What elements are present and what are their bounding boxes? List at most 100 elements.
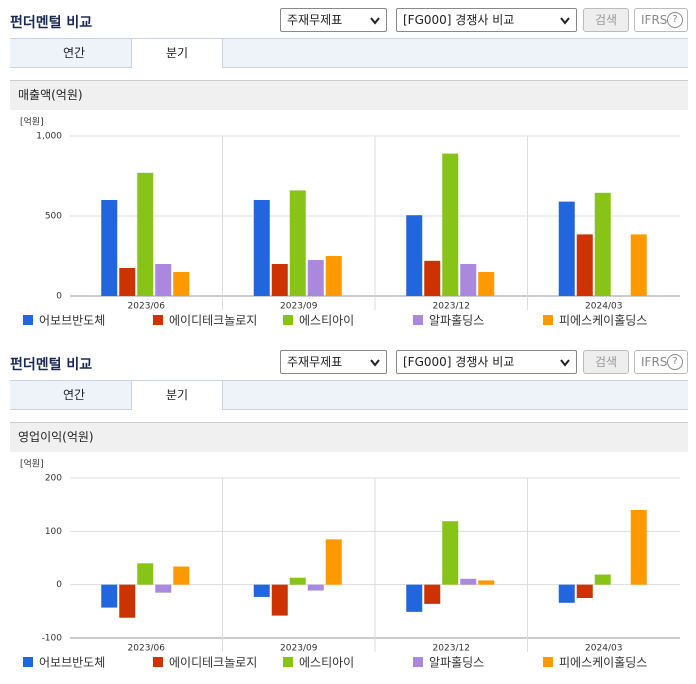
- legend-swatch: [23, 657, 33, 667]
- dropdown[interactable]: [FG000] 경쟁사 비교: [396, 350, 577, 374]
- bar: [253, 200, 270, 296]
- legend-label: 에스티아이: [299, 314, 354, 328]
- bar: [173, 272, 190, 296]
- x-tick-label: 2023/09: [280, 302, 318, 312]
- x-tick-label: 2023/12: [433, 302, 470, 312]
- ifrs-button[interactable]: IFRS?: [634, 350, 688, 374]
- bar: [442, 521, 459, 585]
- bar: [155, 264, 172, 296]
- dropdown-arrow: [370, 359, 380, 367]
- legend-label: 에스티아이: [299, 656, 354, 670]
- bar: [442, 153, 459, 296]
- bar: [289, 190, 306, 296]
- legend-label: 어보브반도체: [39, 314, 105, 328]
- dropdown[interactable]: [FG000] 경쟁사 비교: [396, 8, 577, 32]
- chart: [억원] 0 500 1,000 2023/06 2023/09 2023/12 2024/0…: [20, 116, 680, 328]
- dropdown-arrow: [560, 359, 570, 367]
- help-icon: ?: [667, 12, 683, 28]
- bar: [325, 256, 342, 296]
- bar: [307, 260, 324, 296]
- panel: 펀더멘털 비교 주재무제표 [FG000] 경쟁사 비교 검색 IFRS? 연간 분기 영업이…: [0, 342, 696, 684]
- legend-swatch: [153, 315, 163, 325]
- chevron: [560, 359, 570, 367]
- panel-title: 펀더멘털 비교: [10, 15, 93, 31]
- chevron: [370, 17, 380, 25]
- ifrs-label: IFRS: [641, 355, 668, 369]
- x-tick-label: 2023/06: [128, 302, 166, 312]
- y-axis-label: [억원]: [20, 458, 44, 470]
- x-tick-label: 2024/03: [585, 644, 622, 654]
- dropdown-arrow: [370, 17, 380, 25]
- bar: [630, 234, 647, 296]
- y-tick-label: 500: [45, 212, 62, 222]
- bar: [594, 574, 611, 585]
- bar: [289, 577, 306, 585]
- legend-swatch: [543, 315, 553, 325]
- tab[interactable]: 분기: [131, 380, 223, 410]
- dropdown[interactable]: 주재무제표: [280, 8, 387, 32]
- legend-swatch: [23, 315, 33, 325]
- x-tick-label: 2023/09: [280, 644, 318, 654]
- bar: [119, 584, 136, 618]
- y-axis-label: [억원]: [20, 116, 44, 128]
- bar: [155, 584, 172, 593]
- bar: [478, 580, 495, 585]
- chevron: [370, 359, 380, 367]
- bar: [253, 584, 270, 597]
- panel: 펀더멘털 비교 주재무제표 [FG000] 경쟁사 비교 검색 IFRS? 연간 분기 매출액…: [10, 8, 688, 328]
- bar: [271, 584, 288, 616]
- y-tick-label: 0: [56, 580, 62, 590]
- bar: [460, 264, 477, 296]
- chart-title: 매출액(억원): [10, 80, 688, 110]
- bar: [406, 215, 423, 296]
- bar: [424, 584, 441, 604]
- bar: [424, 260, 441, 296]
- y-tick-label: -100: [42, 634, 63, 644]
- dropdown[interactable]: 주재무제표: [280, 350, 387, 374]
- bar: [173, 566, 190, 585]
- bar: [271, 264, 288, 296]
- legend-swatch: [283, 657, 293, 667]
- bar: [137, 172, 154, 296]
- chart: [억원] -100 0 100 200 2023/06 2023/09 2023/12 2024…: [20, 458, 680, 670]
- y-tick-label: 1,000: [36, 132, 62, 142]
- x-tick-label: 2023/06: [128, 644, 166, 654]
- legend-swatch: [413, 657, 423, 667]
- search-button[interactable]: 검색: [583, 8, 629, 32]
- tab[interactable]: 연간: [62, 388, 86, 402]
- legend-label: 알파홀딩스: [429, 314, 484, 328]
- legend-label: 알파홀딩스: [429, 656, 484, 670]
- panel-title: 펀더멘털 비교: [10, 357, 93, 373]
- tab-bar: 연간 분기: [10, 38, 688, 68]
- legend-label: 피에스케이홀딩스: [559, 656, 647, 670]
- search-button[interactable]: 검색: [583, 350, 629, 374]
- help-icon: ?: [667, 354, 683, 370]
- ifrs-button[interactable]: IFRS?: [634, 8, 688, 32]
- bar: [558, 584, 575, 603]
- ifrs-label: IFRS: [641, 13, 668, 27]
- legend-swatch: [153, 657, 163, 667]
- bar: [576, 234, 593, 296]
- bar: [307, 584, 324, 591]
- tab[interactable]: 연간: [62, 46, 86, 60]
- legend-swatch: [283, 315, 293, 325]
- x-tick-label: 2023/12: [433, 644, 470, 654]
- legend-label: 어보브반도체: [39, 656, 105, 670]
- bar: [406, 584, 423, 612]
- tab[interactable]: 분기: [131, 38, 223, 68]
- dropdown-arrow: [560, 17, 570, 25]
- bar: [137, 563, 154, 585]
- bar: [630, 510, 647, 585]
- chart-title: 영업이익(억원): [10, 422, 688, 452]
- bar: [325, 539, 342, 585]
- legend-label: 에이디테크놀로지: [169, 314, 257, 328]
- y-tick-label: 100: [45, 527, 62, 537]
- bar: [101, 200, 118, 296]
- legend-label: 피에스케이홀딩스: [559, 314, 647, 328]
- y-tick-label: 0: [56, 292, 62, 302]
- bar: [576, 584, 593, 598]
- bar: [478, 272, 495, 296]
- bar: [101, 584, 118, 608]
- x-tick-label: 2024/03: [585, 302, 622, 312]
